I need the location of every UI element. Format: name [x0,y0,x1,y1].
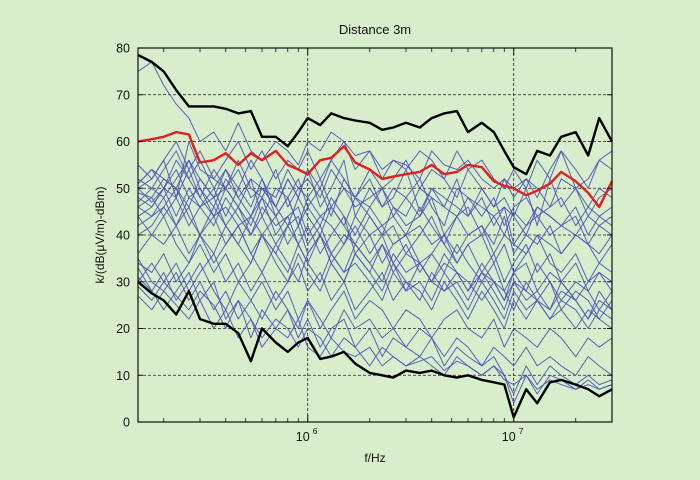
series-line-11 [137,169,613,255]
average-line-group [137,130,614,209]
series-line-19 [137,216,613,311]
y-tick-label: 40 [116,229,130,243]
x-tick-label: 10 [502,430,516,444]
envelope-lines [137,53,614,419]
series-line-18 [137,253,613,329]
y-tick-label: 10 [116,369,130,383]
y-tick-label: 60 [116,135,130,149]
chart-title: Distance 3m [339,22,411,37]
x-axis-label: f/Hz [364,451,385,465]
x-tick-exponent: 6 [313,426,318,436]
x-tick-exponent: 7 [519,426,524,436]
y-tick-label: 20 [116,322,130,336]
lower-envelope-line [137,280,613,419]
series-line-10 [137,187,613,320]
y-tick-label: 0 [123,416,130,430]
series-line-22 [137,141,613,189]
measurement-series [137,61,613,404]
series-line-15 [137,271,613,395]
series-line-1 [137,61,613,199]
y-tick-label: 70 [116,88,130,102]
average-line [137,130,614,209]
series-line-7 [137,159,613,283]
upper-envelope-line [137,53,614,176]
series-line-24 [137,290,613,390]
y-tick-label: 80 [116,42,130,56]
series-line-20 [137,197,613,292]
y-tick-label: 30 [116,275,130,289]
x-tick-label: 10 [296,430,310,444]
series-line-21 [137,159,613,208]
series-line-23 [137,215,613,329]
y-tick-label: 50 [116,182,130,196]
series-line-12 [137,159,613,236]
y-axis-label: k/(dB(μV/m)-dBm) [93,187,107,284]
